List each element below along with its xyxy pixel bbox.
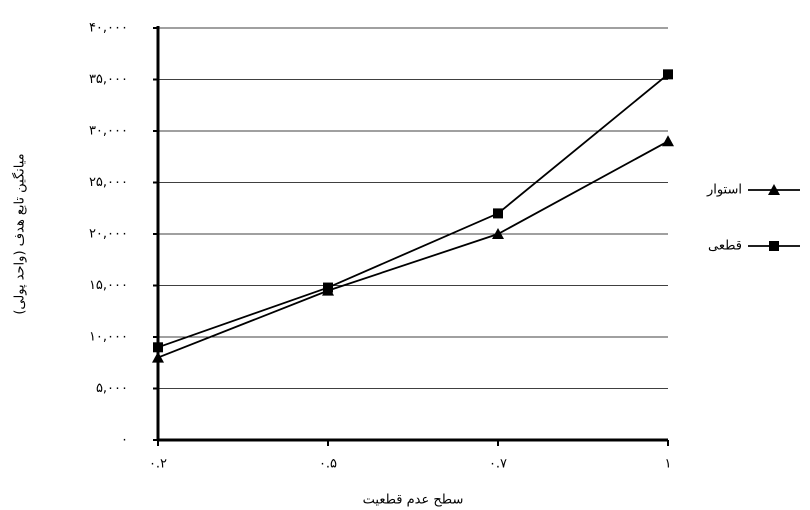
x-tick-label: ۰.۲ (149, 457, 167, 472)
data-point (663, 69, 673, 79)
y-axis-title: میانگین تابع هدف (واحد پولی) (12, 153, 28, 314)
x-axis-title: سطح عدم قطعیت (363, 493, 464, 508)
y-tick-label: ۴۰,۰۰۰ (89, 21, 128, 36)
legend-label: قطعی (708, 239, 742, 254)
y-tick-label: ۱۰,۰۰۰ (89, 330, 128, 345)
y-tick-label: ۲۰,۰۰۰ (89, 227, 128, 242)
data-point (323, 283, 333, 293)
series-line (158, 141, 668, 357)
x-tick-label: ۱ (665, 457, 672, 472)
y-tick-label: ۵,۰۰۰ (96, 381, 128, 396)
data-point (492, 228, 504, 239)
data-point (493, 208, 503, 218)
x-tick-label: ۰.۵ (319, 457, 337, 472)
y-tick-label: ۱۵,۰۰۰ (89, 278, 128, 293)
legend-label: استوار (706, 183, 742, 198)
x-tick-label: ۰.۷ (489, 457, 507, 472)
data-point (662, 135, 674, 146)
series-line (158, 74, 668, 347)
y-tick-label: ۲۵,۰۰۰ (89, 175, 128, 190)
data-point (153, 342, 163, 352)
y-tick-label: ۰ (121, 433, 128, 448)
y-tick-label: ۳۰,۰۰۰ (89, 124, 128, 139)
chart: میانگین تابع هدف (واحد پولی) سطح عدم قطع… (0, 0, 810, 510)
data-point (152, 352, 164, 363)
y-tick-label: ۳۵,۰۰۰ (89, 72, 128, 87)
legend-marker (769, 241, 779, 251)
